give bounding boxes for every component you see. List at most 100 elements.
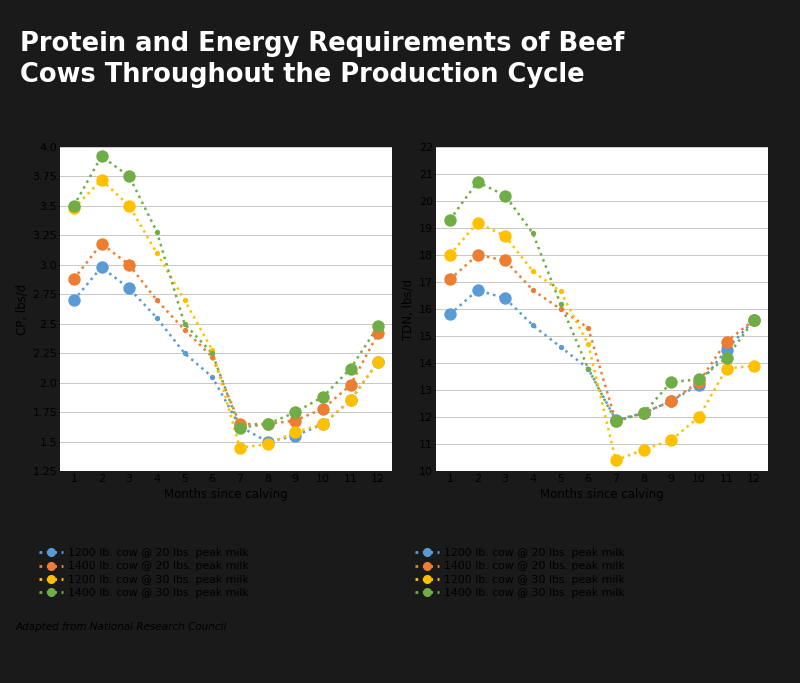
Point [610, 415, 622, 426]
Point [95, 174, 108, 185]
Point [122, 260, 135, 270]
Point [261, 419, 274, 430]
Point [471, 217, 484, 228]
Point [95, 174, 108, 185]
Point [526, 285, 539, 296]
Point [317, 391, 330, 402]
Point [443, 274, 456, 285]
Point [693, 374, 706, 385]
Point [471, 285, 484, 296]
Point [693, 379, 706, 390]
Point [471, 176, 484, 187]
Y-axis label: TDN, lbs/d: TDN, lbs/d [402, 279, 415, 339]
Point [610, 416, 622, 427]
Point [289, 427, 302, 438]
Point [122, 283, 135, 294]
Point [344, 395, 357, 406]
Point [95, 238, 108, 249]
Point [610, 416, 622, 427]
Point [665, 434, 678, 445]
Point [344, 380, 357, 391]
Point [344, 363, 357, 374]
Point [665, 395, 678, 406]
Point [261, 438, 274, 449]
Point [234, 421, 246, 432]
Point [67, 200, 80, 211]
Point [206, 348, 218, 359]
Point [122, 171, 135, 182]
Point [150, 226, 163, 237]
Point [122, 171, 135, 182]
Point [720, 344, 733, 355]
Point [471, 249, 484, 260]
Point [317, 403, 330, 414]
Y-axis label: CP, lbs/d: CP, lbs/d [15, 283, 28, 335]
Point [372, 328, 385, 339]
Point [498, 190, 511, 201]
Point [471, 249, 484, 260]
Point [720, 363, 733, 374]
Point [582, 363, 594, 374]
Point [289, 415, 302, 426]
Point [289, 415, 302, 426]
Point [720, 363, 733, 374]
Point [261, 419, 274, 430]
Point [372, 356, 385, 367]
Point [748, 361, 761, 372]
Point [748, 314, 761, 325]
Point [498, 190, 511, 201]
Point [554, 342, 567, 352]
Point [665, 376, 678, 387]
Point [67, 295, 80, 306]
Point [554, 286, 567, 297]
Point [372, 321, 385, 332]
Point [610, 415, 622, 426]
Point [748, 314, 761, 325]
Point [498, 255, 511, 266]
Point [67, 273, 80, 284]
Point [317, 403, 330, 414]
Point [637, 444, 650, 455]
Point [720, 352, 733, 363]
Legend: 1200 lb. cow @ 20 lbs. peak milk, 1400 lb. cow @ 20 lbs. peak milk, 1200 lb. cow: 1200 lb. cow @ 20 lbs. peak milk, 1400 l… [415, 548, 625, 598]
Point [693, 412, 706, 423]
Point [748, 314, 761, 325]
Point [122, 200, 135, 211]
Point [526, 320, 539, 331]
X-axis label: Months since calving: Months since calving [164, 488, 288, 501]
Point [748, 314, 761, 325]
Point [67, 200, 80, 211]
Point [289, 430, 302, 441]
X-axis label: Months since calving: Months since calving [540, 488, 664, 501]
Point [95, 151, 108, 162]
Point [693, 374, 706, 385]
Point [443, 214, 456, 225]
Point [554, 298, 567, 309]
Point [234, 422, 246, 433]
Point [150, 295, 163, 306]
Point [289, 407, 302, 418]
Point [261, 438, 274, 449]
Point [610, 455, 622, 466]
Point [234, 421, 246, 432]
Point [67, 273, 80, 284]
Point [178, 324, 191, 335]
Point [526, 266, 539, 277]
Point [498, 231, 511, 242]
Point [372, 356, 385, 367]
Point [665, 376, 678, 387]
Point [693, 379, 706, 390]
Point [693, 376, 706, 387]
Point [720, 344, 733, 355]
Point [443, 249, 456, 260]
Point [637, 408, 650, 419]
Point [554, 303, 567, 314]
Point [317, 419, 330, 430]
Point [637, 408, 650, 419]
Point [317, 419, 330, 430]
Point [178, 348, 191, 359]
Point [748, 361, 761, 372]
Point [317, 391, 330, 402]
Point [122, 260, 135, 270]
Point [720, 352, 733, 363]
